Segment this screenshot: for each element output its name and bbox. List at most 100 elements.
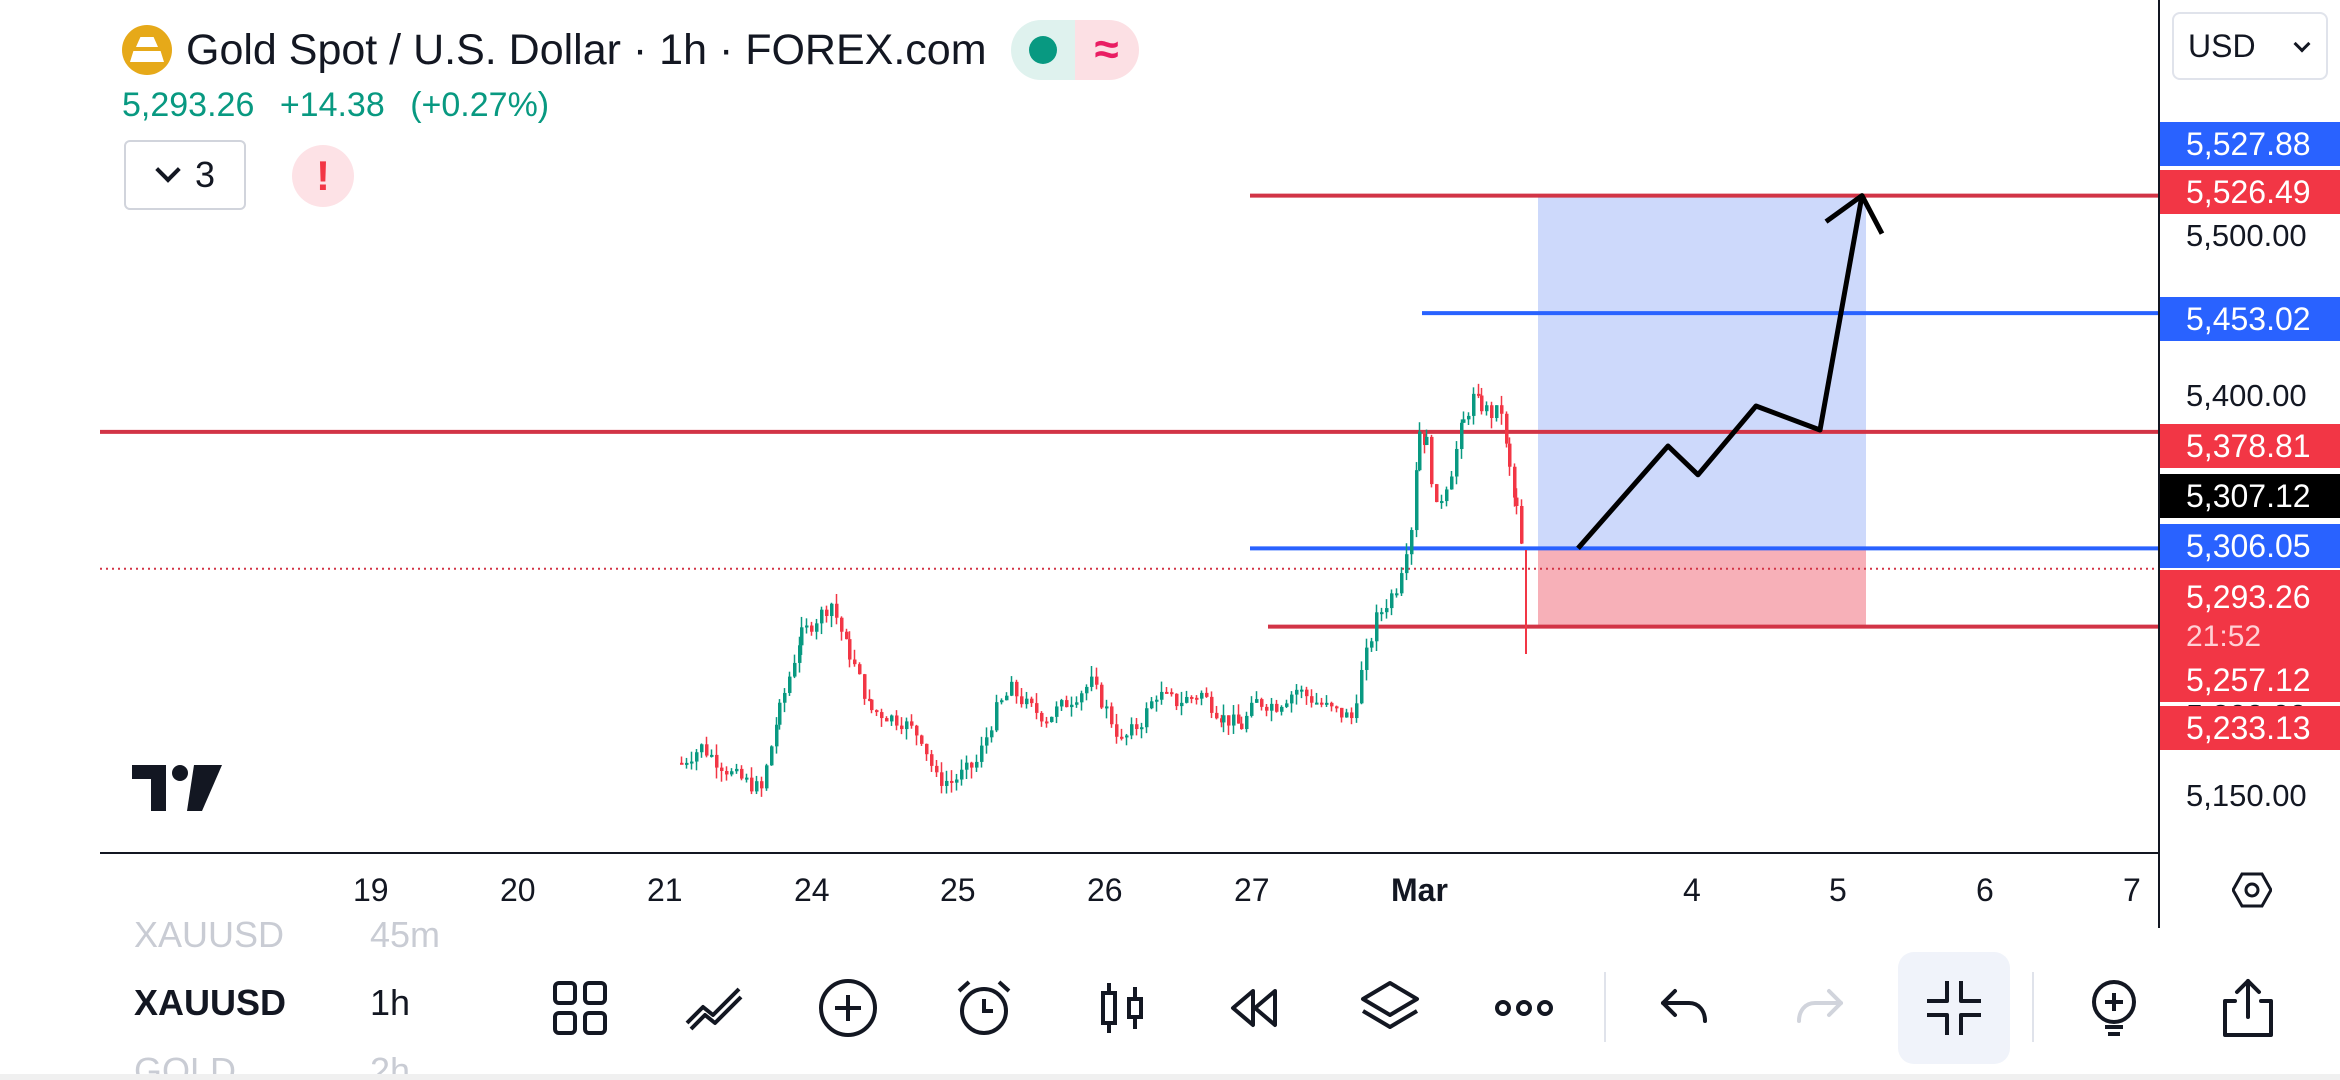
- candle-body: [875, 710, 879, 713]
- alarm-clock-icon[interactable]: [948, 972, 1020, 1044]
- candle-body: [1000, 700, 1004, 703]
- candle-body: [710, 754, 714, 757]
- price-label[interactable]: 5,526.49: [2160, 170, 2340, 214]
- candle-body: [1160, 691, 1164, 700]
- candle-body: [765, 765, 769, 789]
- candle-body: [1222, 715, 1226, 723]
- price-label[interactable]: 5,293.26 21:52: [2160, 570, 2340, 662]
- layout-grid-icon[interactable]: [544, 972, 616, 1044]
- candle-body: [800, 627, 804, 646]
- price-chart[interactable]: [0, 0, 2160, 853]
- candle-body: [1390, 593, 1394, 609]
- redo-icon[interactable]: [1784, 972, 1856, 1044]
- share-icon[interactable]: [2212, 972, 2284, 1044]
- currency-select[interactable]: USD: [2172, 12, 2328, 80]
- candle-body: [845, 631, 849, 640]
- market-open-dot-icon[interactable]: [1010, 20, 1075, 80]
- candle-body: [975, 761, 979, 768]
- candle-body: [825, 609, 829, 617]
- candle-body: [695, 752, 699, 762]
- replay-icon[interactable]: [1218, 972, 1290, 1044]
- candle-body: [1250, 702, 1254, 716]
- candle-body: [1360, 669, 1364, 704]
- candle-body: [798, 645, 802, 663]
- drawing-tools-icon[interactable]: [678, 972, 750, 1044]
- chevron-down-icon: [155, 157, 181, 183]
- candle-body: [863, 674, 867, 699]
- undo-icon[interactable]: [1648, 972, 1720, 1044]
- price-label[interactable]: 5,527.88: [2160, 122, 2340, 166]
- price-scale[interactable]: USD 5,500.005,400.005,200.005,150.00 5,5…: [2158, 0, 2340, 928]
- price-label[interactable]: 5,306.05: [2160, 524, 2340, 568]
- candle-body: [920, 735, 924, 744]
- candle-body: [775, 724, 779, 747]
- symbol-item[interactable]: XAUUSD 45m: [134, 914, 440, 956]
- time-tick: 27: [1234, 872, 1270, 908]
- symbol-name: XAUUSD: [134, 914, 285, 955]
- price-label[interactable]: 5,233.13: [2160, 706, 2340, 750]
- candle-body: [1070, 704, 1074, 708]
- time-tick: 5: [1829, 872, 1847, 908]
- layers-icon[interactable]: [1354, 972, 1426, 1044]
- candle-body: [885, 718, 889, 722]
- approx-wave-icon[interactable]: ≈: [1074, 20, 1139, 80]
- candle-body: [1040, 712, 1044, 722]
- candle-body: [1050, 716, 1054, 722]
- idea-bulb-icon[interactable]: [2078, 972, 2150, 1044]
- bottom-toolbar: XAUUSD 45m XAUUSD 1h GOLD 2h: [0, 914, 2340, 1080]
- price-label-text: 5,233.13: [2186, 709, 2311, 746]
- add-icon[interactable]: [812, 972, 884, 1044]
- time-tick: Mar: [1391, 872, 1448, 908]
- chart-area[interactable]: Gold Spot / U.S. Dollar · 1h · FOREX.com…: [0, 0, 2160, 853]
- candles-icon[interactable]: [1086, 972, 1158, 1044]
- indicators-toggle-button[interactable]: 3: [124, 140, 246, 210]
- time-tick: 7: [2123, 872, 2141, 908]
- bottom-edge: [0, 1074, 2340, 1080]
- candle-body: [1055, 706, 1059, 717]
- currency-label: USD: [2188, 27, 2256, 64]
- candle-body: [1455, 448, 1459, 477]
- price-label[interactable]: 5,307.12: [2160, 474, 2340, 518]
- candle-body: [840, 617, 844, 632]
- symbol-item-active[interactable]: XAUUSD 1h: [134, 982, 410, 1024]
- bar-countdown: 21:52: [2186, 619, 2262, 653]
- candle-body: [1472, 393, 1476, 416]
- candle-body: [870, 699, 874, 711]
- candle-body: [858, 664, 862, 675]
- price-label[interactable]: 5,453.02: [2160, 297, 2340, 341]
- chart-settings-icon[interactable]: [2232, 870, 2272, 910]
- indicator-count: 3: [194, 154, 216, 195]
- candle-body: [1185, 696, 1189, 703]
- candle-body: [1505, 413, 1509, 444]
- candle-body: [1485, 405, 1489, 412]
- warning-icon[interactable]: !: [292, 145, 354, 207]
- candle-body: [990, 730, 994, 738]
- candle-body: [1105, 706, 1109, 709]
- candle-body: [1513, 466, 1517, 498]
- symbol-title[interactable]: Gold Spot / U.S. Dollar · 1h · FOREX.com: [186, 25, 987, 74]
- candle-body: [1285, 703, 1289, 707]
- candle-body: [1020, 696, 1024, 705]
- candle-body: [1155, 699, 1159, 702]
- more-dots-icon[interactable]: [1488, 972, 1560, 1044]
- toolbar-divider: [2032, 972, 2034, 1042]
- fullscreen-exit-icon[interactable]: [1898, 952, 2010, 1064]
- candle-body: [1005, 695, 1009, 701]
- symbol-header[interactable]: Gold Spot / U.S. Dollar · 1h · FOREX.com…: [122, 20, 1139, 80]
- candle-body: [755, 781, 759, 792]
- price-label[interactable]: 5,378.81: [2160, 424, 2340, 468]
- candle-body: [1340, 707, 1344, 718]
- status-pills[interactable]: ≈: [1010, 20, 1139, 80]
- candle-body: [1135, 724, 1139, 730]
- candle-body: [1085, 686, 1089, 694]
- candle-body: [880, 712, 884, 719]
- price-label-text: 5,526.49: [2186, 173, 2311, 210]
- price-label[interactable]: 5,257.12: [2160, 658, 2340, 702]
- candle-body: [1215, 712, 1219, 719]
- candle-body: [1460, 422, 1464, 449]
- candle-body: [783, 692, 787, 703]
- candle-body: [955, 779, 959, 783]
- candle-body: [980, 745, 984, 762]
- candle-body: [1110, 706, 1114, 725]
- candle-body: [1095, 676, 1099, 685]
